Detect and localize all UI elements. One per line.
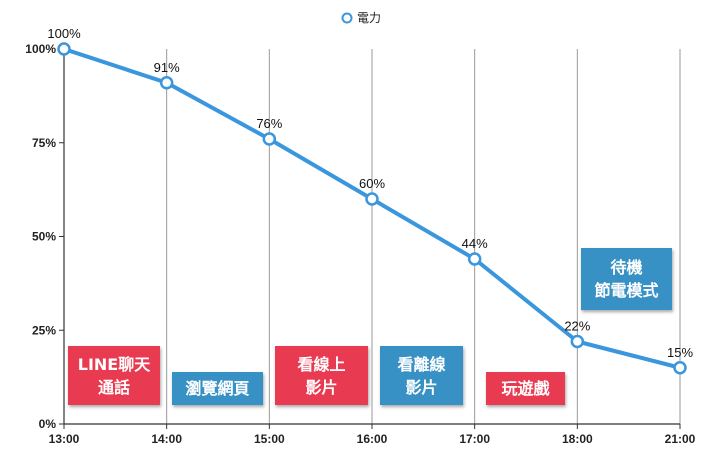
annotation-box: 玩遊戲 [486, 372, 565, 405]
data-labels: 100% 91% 76% 60% 44% 22% 15% [47, 26, 693, 360]
x-axis-ticks: 13:00 14:00 15:00 16:00 17:00 18:00 21:00 [49, 424, 696, 446]
data-label: 60% [359, 176, 385, 191]
data-label: 76% [256, 116, 282, 131]
data-label: 91% [154, 60, 180, 75]
annotation-box: 待機 節電模式 [581, 248, 672, 310]
data-point [570, 334, 585, 349]
x-tick-label: 13:00 [49, 432, 80, 446]
data-point [159, 76, 174, 90]
legend: 電力 [341, 11, 381, 25]
y-tick-label: 0% [39, 417, 57, 431]
y-tick-label: 75% [32, 136, 56, 150]
annotation-box: 看離線 影片 [380, 346, 463, 405]
y-tick-label: 100% [25, 42, 56, 56]
x-tick-label: 14:00 [151, 432, 182, 446]
data-points [57, 42, 687, 375]
x-tick-label: 18:00 [562, 432, 593, 446]
data-point [673, 361, 687, 375]
data-label: 100% [47, 26, 81, 41]
annotation-box: LINE聊天 通話 [68, 346, 160, 405]
data-point [57, 42, 71, 56]
y-tick-label: 25% [32, 323, 56, 337]
data-label: 22% [564, 319, 590, 334]
y-tick-label: 50% [32, 230, 56, 244]
x-tick-label: 17:00 [459, 432, 490, 446]
annotation-box: 看線上 影片 [275, 346, 368, 405]
x-tick-label: 15:00 [254, 432, 285, 446]
legend-label: 電力 [357, 11, 381, 25]
annotation-box: 瀏覽網頁 [172, 372, 263, 405]
data-point [467, 252, 482, 266]
gridlines [166, 49, 681, 424]
x-tick-label: 16:00 [357, 432, 388, 446]
x-tick-label: 21:00 [665, 432, 696, 446]
data-label: 44% [462, 236, 488, 251]
data-point [262, 132, 277, 146]
y-axis-ticks: 0% 25% 50% 75% 100% [25, 42, 64, 431]
data-point [365, 192, 379, 206]
data-label: 15% [667, 345, 693, 360]
legend-marker [341, 12, 353, 24]
